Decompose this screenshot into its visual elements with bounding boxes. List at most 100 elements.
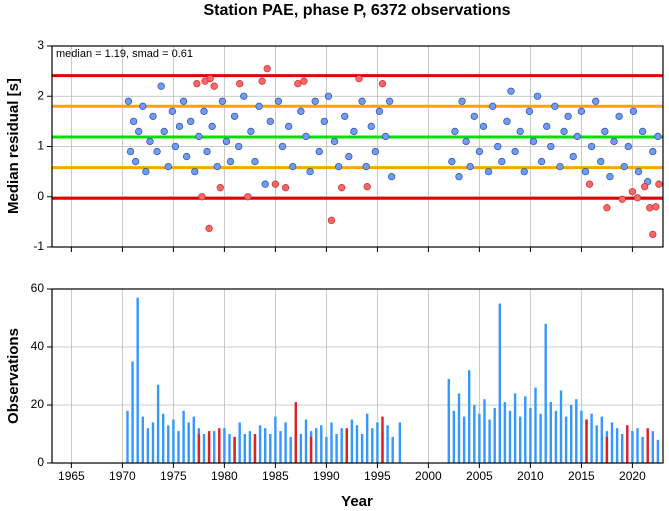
point	[601, 127, 609, 136]
point	[235, 142, 243, 151]
point	[646, 204, 654, 212]
point	[367, 122, 375, 131]
bar	[600, 416, 603, 463]
bar	[284, 422, 287, 463]
point	[363, 183, 371, 191]
bar	[365, 413, 369, 463]
bar	[253, 434, 257, 463]
point	[222, 137, 231, 146]
bar	[172, 419, 175, 463]
bar	[585, 419, 588, 463]
bar	[304, 419, 308, 463]
y-tick-label: 3	[37, 38, 44, 52]
point	[142, 167, 150, 176]
point	[182, 152, 191, 161]
point	[451, 127, 459, 136]
point	[620, 162, 628, 171]
bar	[279, 431, 282, 463]
point	[263, 64, 271, 73]
bar	[483, 399, 486, 463]
point	[489, 102, 497, 110]
bar	[228, 434, 231, 463]
bar	[590, 413, 593, 463]
y-tick-label: -1	[33, 239, 44, 253]
point	[153, 147, 161, 156]
plot-frame	[51, 45, 664, 248]
point	[175, 122, 184, 131]
bar	[580, 410, 583, 463]
bar	[539, 413, 542, 463]
point	[592, 97, 600, 105]
bar	[473, 405, 476, 463]
point	[294, 80, 302, 88]
bar	[529, 407, 532, 463]
point	[358, 97, 366, 105]
bar	[636, 428, 639, 463]
bar	[478, 413, 481, 463]
point	[236, 80, 244, 88]
point	[208, 122, 216, 131]
point	[581, 167, 590, 176]
bar	[503, 402, 507, 463]
point	[311, 97, 319, 105]
point	[564, 112, 572, 120]
point	[302, 132, 310, 141]
point	[350, 127, 358, 136]
point	[271, 180, 280, 188]
bar	[549, 402, 552, 463]
point	[547, 142, 555, 151]
bar	[345, 428, 348, 463]
bar	[544, 323, 547, 463]
point	[573, 132, 581, 141]
y-axis-label: Observations	[5, 328, 22, 424]
point	[327, 216, 336, 225]
point	[149, 112, 157, 120]
bar	[325, 436, 328, 463]
point	[479, 122, 488, 131]
bar	[646, 428, 649, 463]
point	[315, 147, 323, 156]
point	[330, 137, 339, 146]
point	[375, 107, 384, 115]
bar	[146, 428, 150, 463]
bar	[360, 434, 364, 463]
x-tick-label: 1970	[109, 469, 136, 483]
bar	[376, 422, 379, 463]
point	[537, 157, 546, 166]
point	[503, 117, 511, 126]
bar	[452, 410, 456, 463]
point	[126, 147, 135, 156]
point	[529, 137, 538, 146]
bar	[309, 436, 313, 463]
bar	[263, 428, 267, 463]
point	[381, 132, 390, 141]
x-tick-label: 1990	[313, 469, 340, 483]
bar	[386, 425, 389, 463]
point	[203, 147, 211, 156]
plots: -1 0 1 2 3 1965 1970 1975 1980 1985 1990 1995 2000 20…	[31, 38, 663, 483]
bar	[223, 428, 226, 463]
x-tick-label: 2020	[619, 469, 646, 483]
point	[266, 117, 274, 126]
point	[334, 162, 343, 171]
point	[179, 97, 188, 105]
bar	[564, 416, 568, 463]
point	[226, 157, 235, 166]
point	[494, 142, 502, 151]
bar	[488, 419, 491, 463]
bar	[518, 416, 522, 463]
point	[129, 117, 138, 126]
bar	[524, 396, 527, 463]
point	[462, 137, 470, 146]
bar	[559, 390, 563, 463]
bar	[320, 425, 323, 463]
point	[355, 75, 363, 83]
x-tick-label: 1980	[211, 469, 238, 483]
point	[171, 142, 180, 151]
bar	[554, 410, 558, 463]
bar	[238, 422, 241, 463]
point	[654, 132, 662, 141]
point	[628, 188, 637, 196]
point	[193, 80, 201, 88]
y-tick-label: 40	[31, 339, 45, 353]
